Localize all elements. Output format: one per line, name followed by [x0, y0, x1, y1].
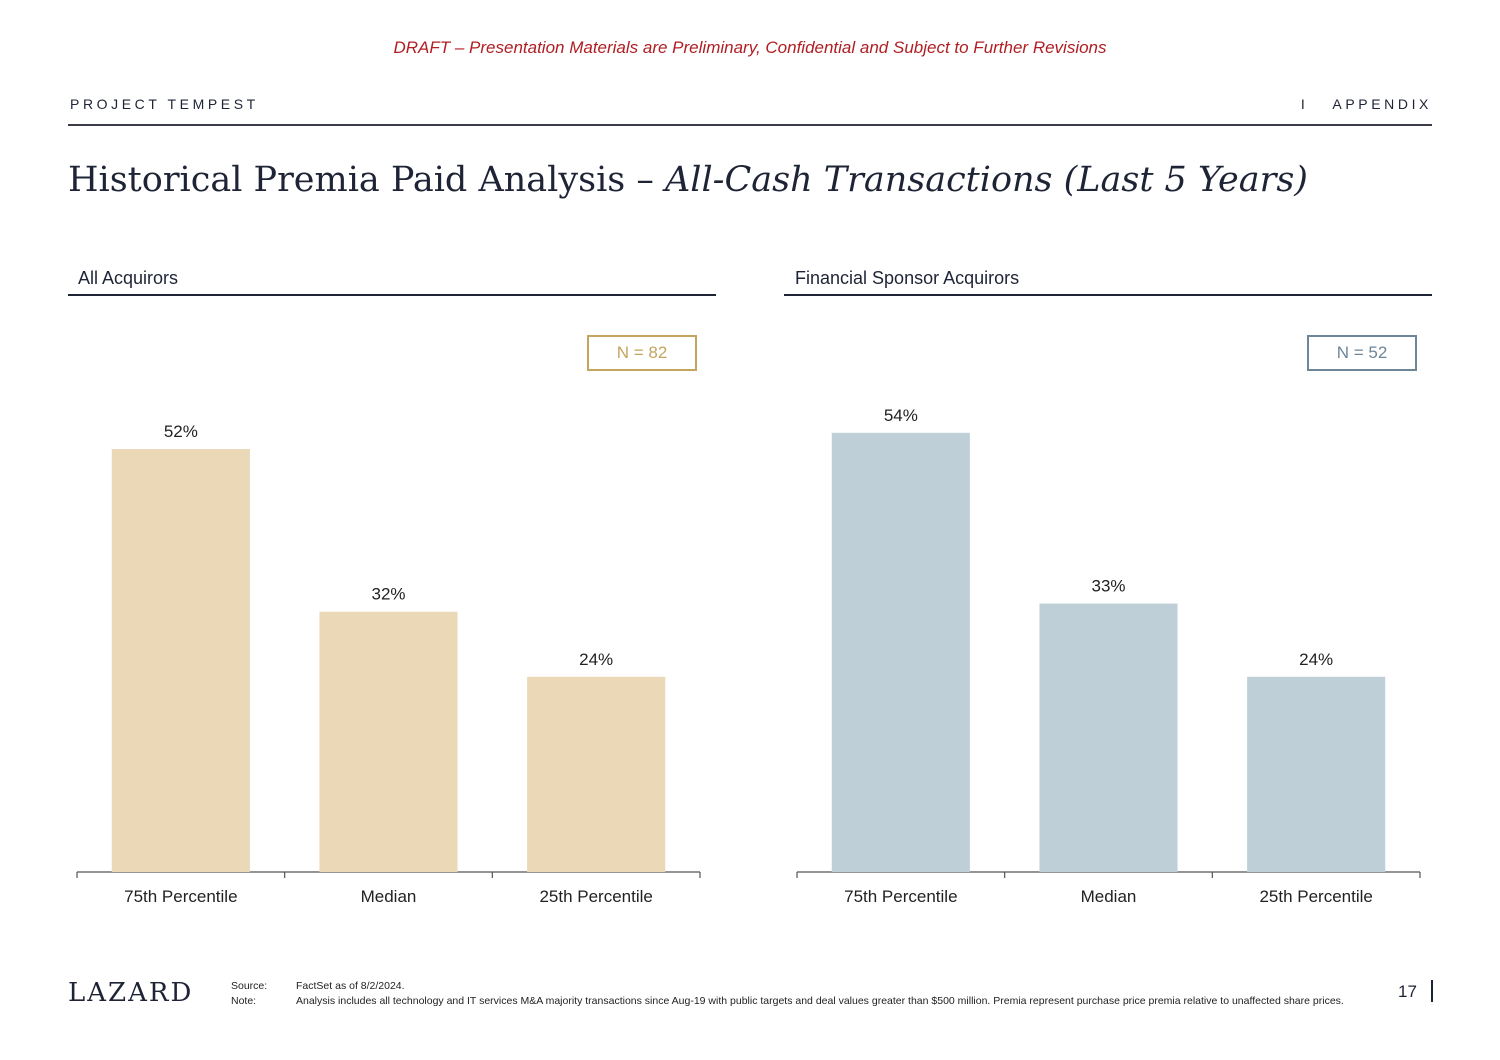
source-label: Source: [231, 980, 268, 992]
data-label: 24% [1299, 650, 1333, 669]
project-name: PROJECT TEMPEST [70, 96, 259, 112]
n-count-badge-left: N = 82 [587, 335, 697, 371]
chart-title-sponsor-acquirors: Financial Sponsor Acquirors [795, 268, 1020, 288]
bar-chart-all-acquirors: 52% 75th Percentile 32% Median 24% 25th Perce… [76, 422, 701, 906]
x-tick-label: 25th Percentile [539, 887, 652, 906]
header-divider [68, 124, 1432, 126]
bar [1247, 676, 1386, 872]
source-text: FactSet as of 8/2/2024. [296, 980, 405, 992]
x-tick-label: 75th Percentile [844, 887, 957, 906]
x-tick-label: Median [361, 887, 417, 906]
data-label: 54% [884, 406, 918, 425]
page-number-bar [1431, 980, 1433, 1002]
note-text: Analysis includes all technology and IT … [296, 995, 1344, 1007]
data-label: 32% [371, 585, 405, 604]
chart-title-all-acquirors: All Acquirors [78, 268, 179, 288]
footnotes: Source: FactSet as of 8/2/2024. Note: Anal… [231, 979, 1376, 1009]
bar [1039, 603, 1178, 872]
draft-notice: DRAFT – Presentation Materials are Preli… [393, 38, 1107, 57]
section-separator: I [1300, 96, 1309, 112]
data-label: 24% [579, 650, 613, 669]
bar-chart-sponsor-acquirors: 54% 75th Percentile 33% Median 24% 25th Perce… [796, 406, 1421, 906]
bar [319, 611, 458, 872]
chart-title-rule-right [784, 294, 1432, 296]
page-number: 17 [1398, 982, 1417, 1001]
x-tick-label: Median [1081, 887, 1137, 906]
bar [111, 449, 250, 872]
n-count-badge-right: N = 52 [1307, 335, 1417, 371]
chart-title-rule-left [68, 294, 716, 296]
data-label: 52% [164, 422, 198, 441]
bar [527, 676, 666, 872]
section-name: APPENDIX [1332, 96, 1432, 112]
lazard-logo: LAZARD [68, 978, 194, 1008]
page-title-italic: All-Cash Transactions (Last 5 Years) [665, 160, 1308, 200]
page-title: Historical Premia Paid Analysis – All-Ca… [68, 160, 1308, 200]
bar [831, 432, 970, 872]
x-tick-label: 25th Percentile [1259, 887, 1372, 906]
page-title-main: Historical Premia Paid Analysis – [68, 160, 654, 200]
x-tick-label: 75th Percentile [124, 887, 237, 906]
section-indicator: I APPENDIX [1301, 96, 1432, 112]
note-label: Note: [231, 995, 257, 1007]
data-label: 33% [1091, 577, 1125, 596]
